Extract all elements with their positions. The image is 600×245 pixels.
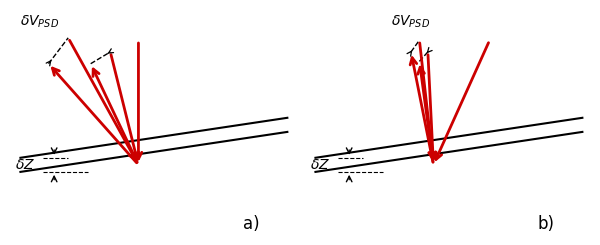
Text: $\delta V_{PSD}$: $\delta V_{PSD}$ — [391, 13, 430, 30]
Text: $\delta V_{PSD}$: $\delta V_{PSD}$ — [20, 13, 59, 30]
Text: b): b) — [538, 215, 554, 233]
Text: $\delta Z$: $\delta Z$ — [15, 158, 35, 172]
Text: $\delta Z$: $\delta Z$ — [310, 158, 330, 172]
Text: a): a) — [242, 215, 259, 233]
